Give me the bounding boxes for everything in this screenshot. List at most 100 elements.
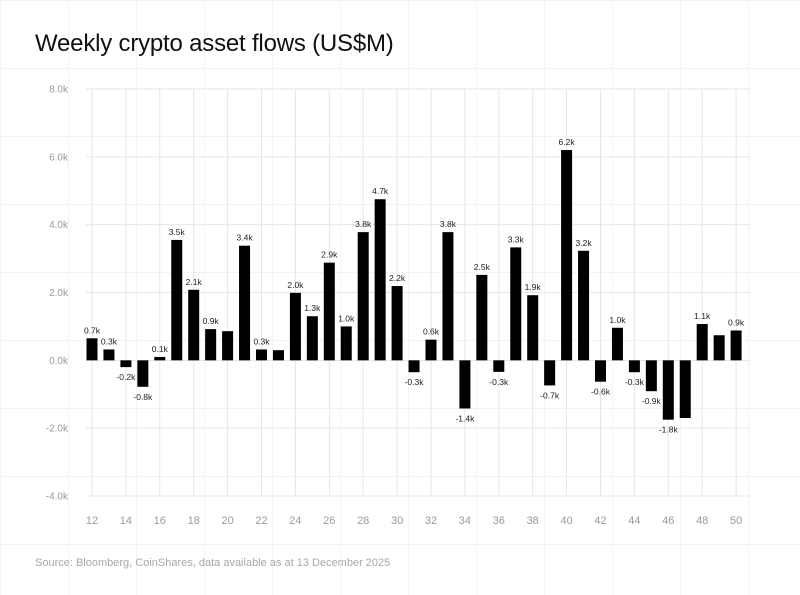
x-tick-label: 36 <box>493 515 505 527</box>
data-label: 3.8k <box>440 219 457 229</box>
bar <box>662 360 674 420</box>
data-label: 0.9k <box>728 317 745 327</box>
source-note: Source: Bloomberg, CoinShares, data avai… <box>35 557 391 569</box>
data-label: 3.4k <box>237 233 254 243</box>
bar <box>374 199 386 361</box>
data-label: 3.2k <box>576 238 593 248</box>
data-label: 0.3k <box>253 336 270 346</box>
bar <box>408 360 420 373</box>
x-tick-label: 20 <box>221 515 233 527</box>
data-label: 1.1k <box>694 311 711 321</box>
bar <box>611 327 623 361</box>
bar <box>323 262 335 361</box>
data-label: -1.4k <box>455 413 475 423</box>
bar <box>272 350 284 361</box>
x-tick-label: 42 <box>594 515 606 527</box>
bar <box>205 329 217 361</box>
x-tick-label: 46 <box>662 515 674 527</box>
bar <box>171 239 183 361</box>
data-label: -0.6k <box>591 387 611 397</box>
data-label: 1.0k <box>338 313 355 323</box>
bar <box>340 326 352 361</box>
bar <box>595 360 606 382</box>
bar <box>256 349 267 361</box>
data-label: 0.6k <box>423 327 440 337</box>
y-tick-label: 8.0k <box>49 85 69 96</box>
x-tick-label: 32 <box>425 515 437 527</box>
x-tick-label: 16 <box>154 515 166 527</box>
bar <box>696 324 708 361</box>
bar <box>86 338 98 361</box>
bar <box>442 232 454 361</box>
x-tick-label: 18 <box>188 515 200 527</box>
data-label: 3.3k <box>508 234 525 244</box>
data-label: 1.0k <box>609 315 626 325</box>
x-tick-label: 48 <box>696 515 708 527</box>
bar <box>103 349 115 361</box>
data-label: 2.5k <box>474 262 491 272</box>
y-tick-label: 2.0k <box>49 288 69 299</box>
y-tick-label: -4.0k <box>46 492 69 503</box>
bar <box>391 286 403 361</box>
bar <box>476 274 488 361</box>
bar <box>357 232 369 361</box>
x-tick-label: 22 <box>255 515 267 527</box>
x-tick-label: 40 <box>560 515 572 527</box>
bar <box>713 335 725 361</box>
bar <box>120 360 132 368</box>
data-label: 2.1k <box>186 277 203 287</box>
bar <box>222 331 234 361</box>
x-tick-label: 38 <box>527 515 539 527</box>
data-label: 3.5k <box>169 227 186 237</box>
bar <box>578 250 590 361</box>
bar <box>628 360 640 373</box>
bar <box>561 150 573 361</box>
data-label: 0.9k <box>203 316 220 326</box>
y-tick-label: 0.0k <box>49 356 69 367</box>
x-tick-label: 44 <box>628 515 640 527</box>
x-tick-label: 30 <box>391 515 403 527</box>
data-label: -0.3k <box>625 377 645 387</box>
x-tick-label: 50 <box>730 515 742 527</box>
bar <box>459 360 471 409</box>
data-label: 0.3k <box>101 336 118 346</box>
bar <box>645 360 657 392</box>
x-tick-label: 26 <box>323 515 335 527</box>
bar <box>730 330 742 361</box>
bar <box>544 360 556 386</box>
data-label: -0.3k <box>489 377 509 387</box>
bar <box>188 289 200 361</box>
bar <box>493 360 505 372</box>
data-label: 3.8k <box>355 219 372 229</box>
bar <box>306 316 318 361</box>
bar <box>154 356 166 361</box>
x-tick-label: 14 <box>120 515 132 527</box>
x-tick-label: 34 <box>459 515 471 527</box>
x-tick-label: 24 <box>289 515 301 527</box>
x-tick-label: 12 <box>86 515 98 527</box>
bar <box>239 245 251 361</box>
data-label: -0.2k <box>116 372 136 382</box>
chart-title: Weekly crypto asset flows (US$M) <box>35 30 394 57</box>
data-label: -0.7k <box>540 390 560 400</box>
y-tick-label: 4.0k <box>49 220 69 231</box>
bar <box>137 360 149 387</box>
data-label: 2.2k <box>389 273 406 283</box>
data-label: 0.7k <box>84 325 101 335</box>
bar <box>289 292 301 361</box>
data-label: 1.9k <box>525 282 542 292</box>
data-label: 1.3k <box>304 303 321 313</box>
bar <box>527 295 539 361</box>
x-tick-label: 28 <box>357 515 369 527</box>
data-label: -0.3k <box>405 377 425 387</box>
data-label: 2.9k <box>321 250 338 260</box>
bar <box>425 339 437 361</box>
data-label: -0.9k <box>642 396 662 406</box>
data-label: 4.7k <box>372 186 389 196</box>
y-tick-label: -2.0k <box>46 424 69 435</box>
bar <box>679 360 691 418</box>
data-label: 6.2k <box>559 137 576 147</box>
data-label: 2.0k <box>287 280 304 290</box>
